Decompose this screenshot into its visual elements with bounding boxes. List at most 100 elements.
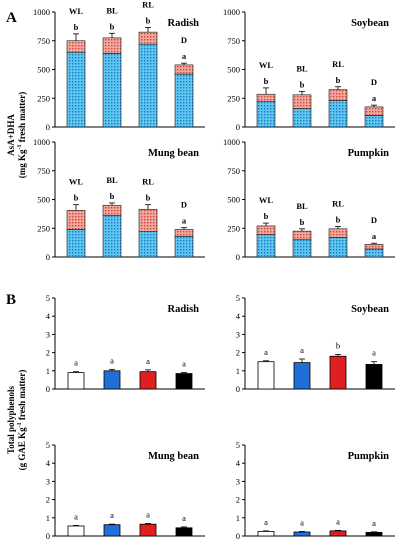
significance-letter: a bbox=[372, 348, 376, 358]
significance-letter: a bbox=[146, 509, 150, 519]
y-tick-label: 2 bbox=[236, 495, 240, 505]
significance-letter-dha: a bbox=[372, 93, 377, 103]
bar bbox=[103, 370, 121, 390]
y-tick-label: 1000 bbox=[33, 137, 50, 147]
significance-letter-dha: b bbox=[146, 193, 151, 203]
significance-letter-dha: b bbox=[74, 193, 79, 203]
bar-dha bbox=[292, 230, 312, 241]
bar bbox=[175, 373, 193, 390]
bar-asa bbox=[102, 53, 122, 128]
y-tick-label: 0 bbox=[46, 384, 50, 394]
y-tick-label: 3 bbox=[46, 329, 50, 339]
bar bbox=[139, 371, 157, 390]
chart-title: Pumpkin bbox=[348, 148, 390, 159]
significance-letter: a bbox=[110, 510, 114, 520]
y-tick-label: 0 bbox=[236, 384, 240, 394]
y-axis-label-a-group: AsA+DHA(mg Kg-1 fresh matter) bbox=[6, 92, 27, 179]
significance-letter-dha: a bbox=[372, 231, 377, 241]
y-tick-label: 3 bbox=[46, 476, 50, 486]
significance-letter-dha: b bbox=[74, 22, 79, 32]
bar bbox=[293, 362, 311, 390]
y-axis-label-a: AsA+DHA(mg Kg-1 fresh matter) bbox=[6, 92, 27, 179]
significance-letter: a bbox=[372, 518, 376, 528]
significance-letter: a bbox=[182, 513, 186, 523]
y-tick-label: 500 bbox=[227, 65, 240, 75]
y-tick-label: 3 bbox=[236, 476, 240, 486]
y-tick-label: 0 bbox=[236, 122, 240, 132]
y-tick-label: 4 bbox=[46, 458, 51, 468]
y-tick-label: 1000 bbox=[223, 137, 240, 147]
y-tick-label: 0 bbox=[46, 252, 50, 262]
y-tick-label: 0 bbox=[46, 122, 50, 132]
bar-asa bbox=[138, 231, 158, 258]
y-tick-label: 1000 bbox=[33, 7, 50, 17]
significance-letter: a bbox=[300, 345, 304, 355]
y-tick-label: 500 bbox=[37, 195, 50, 205]
bar-dha bbox=[256, 225, 276, 235]
category-label: BL bbox=[296, 201, 308, 211]
y-tick-label: 1 bbox=[46, 366, 50, 376]
bar-dha bbox=[138, 31, 158, 45]
significance-letter: a bbox=[182, 359, 186, 369]
chart-title: Mung bean bbox=[148, 451, 199, 462]
bar-dha bbox=[102, 37, 122, 54]
bar-dha bbox=[364, 106, 384, 116]
bar bbox=[67, 372, 85, 390]
y-axis-label-b: Total polyphenols(g GAE Kg-1 fresh matte… bbox=[6, 370, 27, 471]
chart-title: Soybean bbox=[351, 304, 389, 315]
chart-title: Radish bbox=[167, 304, 199, 315]
y-tick-label: 2 bbox=[46, 495, 50, 505]
y-tick-label: 750 bbox=[227, 36, 240, 46]
y-tick-label: 1000 bbox=[223, 7, 240, 17]
bar-asa bbox=[66, 229, 86, 258]
significance-letter-dha: b bbox=[300, 217, 305, 227]
y-tick-label: 4 bbox=[236, 458, 241, 468]
bar-dha bbox=[174, 229, 194, 237]
charts-container: 02505007501000RadishbWLbBLbRLaD025050075… bbox=[6, 0, 395, 541]
significance-letter-dha: b bbox=[146, 16, 151, 26]
bar bbox=[139, 523, 157, 537]
bar-asa bbox=[292, 108, 312, 128]
category-label: WL bbox=[259, 195, 274, 205]
y-tick-label: 2 bbox=[236, 348, 240, 358]
y-tick-label: 3 bbox=[236, 329, 240, 339]
y-tick-label: 5 bbox=[46, 440, 50, 450]
chart-5: 0 1 2 3 4 5 Soybean a a b a bbox=[236, 293, 395, 394]
bar bbox=[329, 355, 347, 390]
bar-dha bbox=[138, 208, 158, 232]
y-tick-label: 500 bbox=[37, 65, 50, 75]
bar-asa bbox=[102, 215, 122, 258]
significance-letter-dha: a bbox=[182, 51, 187, 61]
category-label: RL bbox=[142, 177, 154, 187]
bar-dha bbox=[256, 93, 276, 102]
y-tick-label: 5 bbox=[236, 440, 240, 450]
y-tick-label: 250 bbox=[227, 93, 240, 103]
category-label: WL bbox=[69, 177, 84, 187]
chart-6: 0 1 2 3 4 5 Mung bean a a a a bbox=[46, 440, 205, 541]
significance-letter: a bbox=[74, 358, 78, 368]
bar-asa bbox=[328, 100, 348, 128]
y-tick-label: 1 bbox=[46, 513, 50, 523]
y-tick-label: 4 bbox=[46, 311, 51, 321]
y-tick-label: 750 bbox=[227, 166, 240, 176]
bar-asa bbox=[66, 51, 86, 128]
bar-asa bbox=[328, 237, 348, 258]
significance-letter-dha: b bbox=[336, 75, 341, 85]
y-tick-label: 750 bbox=[37, 166, 50, 176]
y-tick-label: 250 bbox=[37, 223, 50, 233]
bar bbox=[329, 530, 347, 537]
category-label: RL bbox=[142, 0, 154, 10]
significance-letter-dha: b bbox=[264, 76, 269, 86]
significance-letter-dha: b bbox=[300, 79, 305, 89]
y-axis-label-b-group: Total polyphenols(g GAE Kg-1 fresh matte… bbox=[6, 370, 27, 471]
category-label: BL bbox=[106, 5, 118, 15]
category-label: RL bbox=[332, 59, 344, 69]
bar-dha bbox=[328, 89, 348, 101]
bar bbox=[175, 527, 193, 537]
category-label: D bbox=[371, 77, 377, 87]
y-tick-label: 0 bbox=[46, 531, 50, 541]
bar bbox=[293, 531, 311, 537]
y-tick-label: 0 bbox=[236, 252, 240, 262]
y-tick-label: 1 bbox=[236, 513, 240, 523]
